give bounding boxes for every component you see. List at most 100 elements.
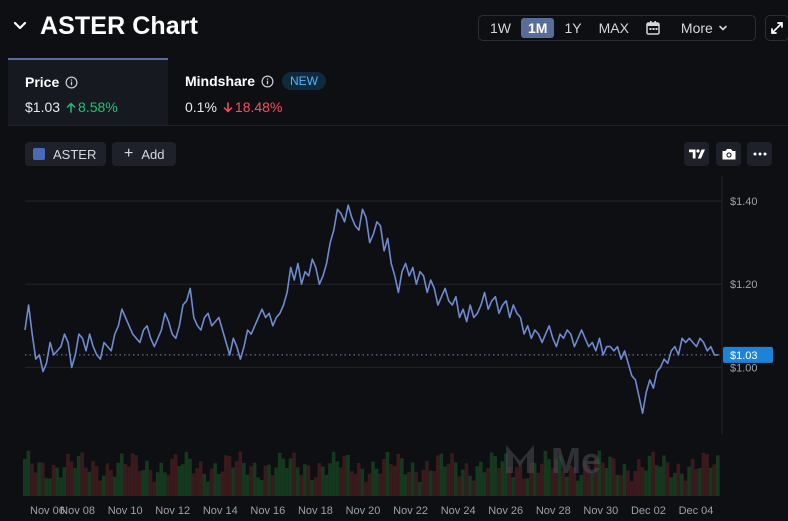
volume-bar (216, 474, 221, 496)
volume-bar (349, 471, 354, 496)
x-tick-label: Nov 08 (60, 505, 95, 517)
volume-bar (676, 463, 681, 496)
volume-bar (76, 455, 81, 496)
camera-icon (722, 149, 735, 160)
tab-price[interactable]: Price $1.03 8.58% (8, 58, 168, 125)
x-tick-label: Nov 10 (108, 505, 143, 517)
tab-price-label: Price (25, 74, 60, 90)
x-tick-label: Dec 04 (679, 505, 714, 517)
volume-bar (532, 463, 537, 496)
volume-bar (342, 455, 347, 496)
volume-bar (23, 459, 27, 496)
volume-bar (619, 475, 623, 496)
volume-bar (220, 471, 225, 496)
info-icon[interactable] (65, 76, 78, 89)
volume-bar (590, 472, 594, 496)
x-tick-label: Nov 18 (298, 505, 333, 517)
volume-bar (698, 468, 702, 496)
volume-bar (550, 468, 555, 496)
volume-bar (98, 480, 103, 496)
volume-bar (417, 481, 422, 496)
volume-bar (597, 450, 602, 496)
series-color-swatch (33, 148, 45, 160)
volume-bar (464, 463, 469, 496)
volume-bar (482, 472, 487, 496)
range-1m-button[interactable]: 1M (521, 18, 555, 38)
volume-bar (414, 472, 418, 496)
volume-bar (242, 463, 246, 496)
volume-bar (184, 451, 189, 496)
series-legend-chip[interactable]: ASTER (25, 142, 107, 166)
volume-bar (310, 480, 314, 496)
volume-bar (105, 463, 110, 496)
volume-bar (683, 480, 688, 496)
volume-bar (324, 474, 329, 496)
volume-bar (109, 470, 113, 496)
info-icon[interactable] (261, 75, 274, 88)
volume-bar (654, 465, 659, 496)
more-dropdown[interactable]: More (681, 20, 728, 36)
volume-bar (62, 467, 67, 496)
volume-bar (690, 458, 695, 496)
chart-header: ASTER Chart 1W 1M 1Y MAX More (0, 0, 788, 56)
range-1y-button[interactable]: 1Y (564, 20, 582, 36)
screenshot-button[interactable] (716, 142, 741, 166)
range-max-button[interactable]: MAX (598, 20, 629, 36)
volume-bar (252, 462, 257, 496)
tab-mindshare[interactable]: Mindshare NEW 0.1% 18.48% (168, 58, 368, 125)
volume-bar (716, 455, 720, 496)
time-range-selector: 1W 1M 1Y MAX More (478, 15, 756, 41)
volume-bar (400, 458, 404, 496)
price-change-value: 8.58% (78, 99, 118, 115)
volume-bar (112, 476, 117, 496)
volume-bar (285, 468, 289, 496)
tradingview-button[interactable] (684, 142, 709, 166)
volume-bar (439, 453, 444, 496)
arrow-down-icon (223, 101, 233, 113)
volume-bar (338, 467, 343, 496)
volume-bar (66, 453, 70, 496)
volume-bar (407, 471, 411, 496)
volume-bar (30, 463, 34, 496)
volume-bar (615, 474, 620, 496)
volume-bar (432, 471, 436, 496)
volume-bar (180, 464, 185, 496)
volume-bar (403, 474, 408, 496)
volume-bar (522, 478, 526, 496)
chevron-down-icon[interactable] (12, 18, 28, 34)
more-options-button[interactable] (747, 142, 772, 166)
volume-bar (130, 453, 135, 496)
volume-bar (712, 464, 717, 496)
volume-bar (611, 458, 616, 496)
volume-bar (364, 481, 368, 496)
volume-bar (303, 464, 307, 496)
volume-bar (543, 450, 548, 496)
volume-bar (511, 477, 515, 496)
volume-bar (328, 463, 332, 496)
volume-bar (672, 472, 677, 496)
range-1w-button[interactable]: 1W (490, 20, 511, 36)
expand-button[interactable] (765, 15, 788, 41)
volume-bar (44, 478, 49, 496)
volume-bar (371, 461, 375, 496)
add-series-button[interactable]: + Add (112, 142, 177, 166)
volume-bar (457, 476, 462, 496)
volume-bar (385, 452, 390, 496)
calendar-icon[interactable] (645, 20, 661, 36)
x-tick-label: Nov 28 (536, 505, 571, 517)
volume-bar (234, 461, 239, 496)
volume-bar (640, 467, 645, 496)
volume-bar (263, 465, 268, 496)
volume-bar (91, 461, 95, 496)
volume-bar (116, 462, 120, 496)
volume-bar (331, 451, 336, 496)
volume-bar (489, 452, 494, 496)
volume-bar (134, 455, 138, 496)
price-value: $1.03 (25, 99, 61, 115)
mindshare-value: 0.1% (185, 99, 217, 115)
volume-bar (644, 470, 648, 496)
volume-bar (159, 462, 164, 496)
watermark-text: Me (551, 440, 601, 481)
volume-bar (270, 475, 275, 496)
